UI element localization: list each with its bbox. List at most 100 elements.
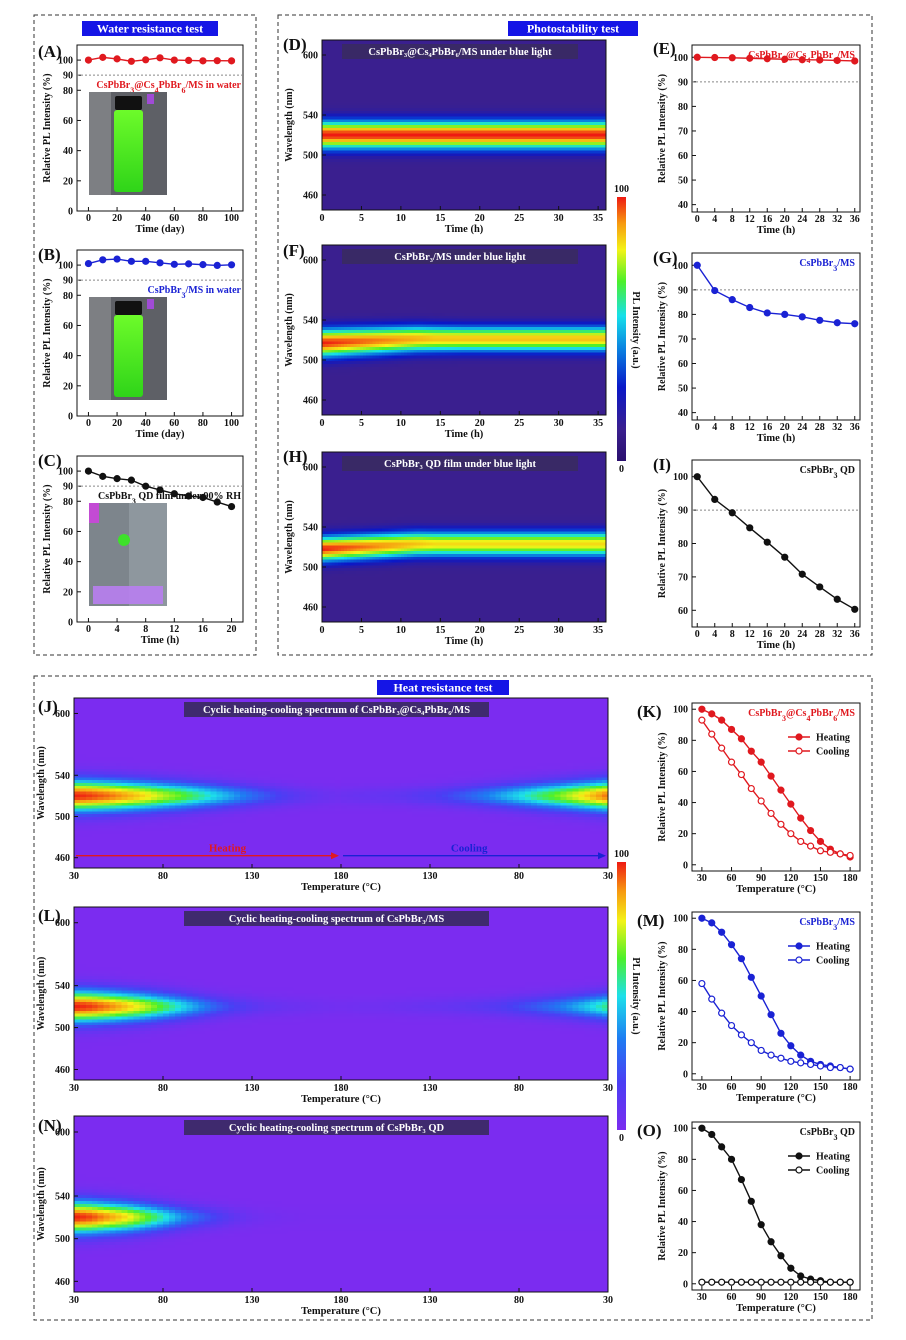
y-tick-label: 60 — [678, 151, 688, 162]
data-point — [817, 838, 823, 844]
data-point — [808, 1061, 814, 1067]
x-axis-label: Temperature (°C) — [736, 884, 816, 895]
x-axis-label: Time (h) — [757, 225, 796, 236]
x-tick-label: 28 — [815, 629, 825, 640]
series-line — [697, 265, 855, 323]
y-tick-label: 0 — [68, 207, 73, 218]
legend-label-cooling: Cooling — [816, 747, 849, 758]
data-point — [798, 815, 804, 821]
data-point — [748, 1040, 754, 1046]
data-point — [100, 54, 106, 60]
x-tick-label: 4 — [712, 629, 717, 640]
legend-label-cooling: Cooling — [816, 1166, 849, 1177]
y-tick-label: 40 — [63, 557, 73, 568]
data-point — [719, 929, 725, 935]
data-point — [788, 1265, 794, 1271]
photo-glove — [147, 299, 154, 309]
data-point — [694, 262, 700, 268]
y-tick-label: 60 — [678, 767, 688, 778]
x-tick-label: 28 — [815, 214, 825, 225]
plot-frame — [692, 703, 860, 871]
x-tick-label: 8 — [730, 422, 735, 433]
y-tick-label: 60 — [678, 359, 688, 370]
x-tick-label: 40 — [141, 213, 151, 224]
data-point — [738, 772, 744, 778]
x-tick-label: 20 — [112, 418, 122, 429]
x-tick-label: 120 — [783, 873, 798, 884]
x-tick-label: 16 — [762, 214, 772, 225]
inset-photo — [89, 297, 167, 400]
data-point — [827, 1279, 833, 1285]
x-axis-label: Time (day) — [135, 429, 185, 440]
data-point — [808, 1279, 814, 1285]
x-tick-label: 180 — [843, 1082, 858, 1093]
panel-label-B: (B) — [38, 245, 61, 264]
x-tick-label: 8 — [143, 624, 148, 635]
x-tick-label: 12 — [745, 422, 755, 433]
data-point — [712, 55, 718, 61]
x-tick-label: 100 — [224, 213, 239, 224]
x-tick-label: 150 — [813, 1292, 828, 1303]
y-tick-label: 40 — [678, 1007, 688, 1018]
x-tick-label: 60 — [169, 213, 179, 224]
x-tick-label: 80 — [198, 418, 208, 429]
data-point — [157, 260, 163, 266]
x-tick-label: 28 — [815, 422, 825, 433]
data-point — [847, 1066, 853, 1072]
panel-label-A: (A) — [38, 42, 62, 61]
data-point — [709, 1131, 715, 1137]
y-tick-label: 60 — [678, 1186, 688, 1197]
data-point — [799, 571, 805, 577]
data-point — [157, 55, 163, 61]
x-tick-label: 16 — [762, 422, 772, 433]
x-tick-label: 20 — [780, 629, 790, 640]
x-tick-label: 30 — [697, 1082, 707, 1093]
data-point — [764, 539, 770, 545]
data-point — [738, 1032, 744, 1038]
data-point — [719, 745, 725, 751]
data-point — [709, 711, 715, 717]
legend-label-cooling: Cooling — [816, 956, 849, 967]
y-tick-label: 0 — [683, 1279, 688, 1290]
x-axis-label: Time (h) — [757, 640, 796, 651]
y-tick-label: 80 — [63, 291, 73, 302]
data-point — [817, 317, 823, 323]
data-point — [834, 320, 840, 326]
series-line — [697, 477, 855, 610]
data-point — [85, 57, 91, 63]
data-point — [837, 1279, 843, 1285]
data-point — [729, 726, 735, 732]
x-tick-label: 180 — [843, 1292, 858, 1303]
data-point — [729, 297, 735, 303]
plot-frame — [692, 45, 860, 212]
heat-banner: Heat resistance test — [377, 680, 509, 695]
inset-photo — [89, 92, 167, 195]
x-tick-label: 0 — [695, 629, 700, 640]
y-tick-label: 90 — [63, 71, 73, 82]
y-tick-label: 80 — [63, 497, 73, 508]
x-tick-label: 32 — [832, 422, 842, 433]
y-tick-label: 100 — [673, 705, 688, 716]
data-point — [827, 1065, 833, 1071]
y-axis-label: Relative PL Intensity (%) — [657, 732, 668, 841]
data-point — [847, 1279, 853, 1285]
legend-marker — [796, 943, 802, 949]
data-point — [729, 1279, 735, 1285]
x-tick-label: 4 — [712, 422, 717, 433]
data-point — [186, 261, 192, 267]
y-tick-label: 90 — [63, 276, 73, 287]
vial-cap — [115, 96, 142, 110]
data-point — [782, 311, 788, 317]
x-tick-label: 180 — [843, 873, 858, 884]
water-banner: Water resistance test — [82, 21, 218, 36]
y-tick-label: 40 — [678, 200, 688, 211]
data-point — [788, 1279, 794, 1285]
y-axis-label: Relative PL Intensity (%) — [657, 74, 668, 183]
data-point — [100, 257, 106, 263]
data-point — [748, 1198, 754, 1204]
data-point — [798, 1060, 804, 1066]
